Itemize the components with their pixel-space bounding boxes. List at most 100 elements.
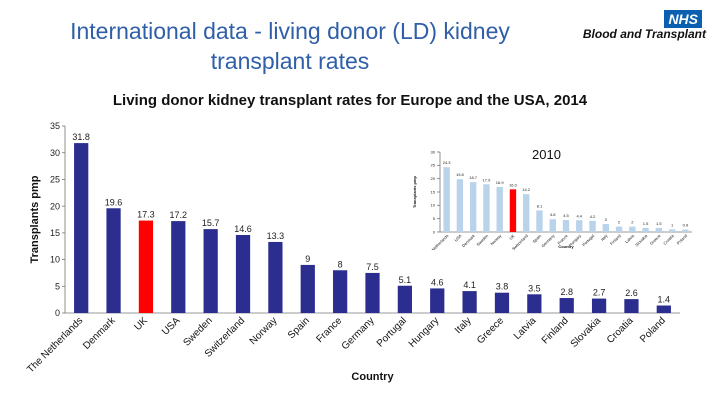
x-tick-label: UK xyxy=(508,233,516,241)
x-tick-label: Italy xyxy=(600,233,609,242)
bar xyxy=(589,220,596,232)
data-label: 4.5 xyxy=(563,213,569,218)
bar xyxy=(483,184,490,232)
y-tick-label: 30 xyxy=(431,149,436,154)
bar xyxy=(615,226,623,232)
bar xyxy=(668,229,676,232)
data-label: 19.8 xyxy=(456,172,465,177)
y-axis-label: Transplants pmp xyxy=(29,175,41,263)
bar xyxy=(171,221,186,313)
data-label: 1.5 xyxy=(643,221,649,226)
data-label: 17.3 xyxy=(137,210,155,220)
x-tick-label: Germany xyxy=(540,233,555,248)
x-tick-label: Norway xyxy=(248,315,280,347)
x-tick-label: Greece xyxy=(475,315,506,346)
bar xyxy=(397,285,412,313)
bar xyxy=(462,291,477,313)
bar xyxy=(268,241,283,313)
x-tick-label: Italy xyxy=(453,315,474,336)
data-label: 2.7 xyxy=(593,288,606,298)
data-label: 19.6 xyxy=(105,197,123,207)
bar xyxy=(559,298,574,313)
bar xyxy=(682,229,689,232)
x-tick-label: Latvia xyxy=(512,315,539,342)
data-label: 1.4 xyxy=(658,295,671,305)
x-tick-label: Spain xyxy=(531,233,542,244)
bar xyxy=(536,210,543,232)
y-tick-label: 25 xyxy=(50,175,60,185)
x-tick-label: France xyxy=(314,315,344,345)
nhs-logo: NHS xyxy=(664,10,702,28)
data-label: 16.0 xyxy=(509,182,518,187)
data-label: 8.1 xyxy=(537,203,543,208)
bar xyxy=(469,182,477,232)
bar xyxy=(655,228,663,232)
bar xyxy=(333,270,348,313)
y-tick-label: 5 xyxy=(433,216,436,221)
bar xyxy=(300,264,315,313)
y-axis-label: Transplants pmp xyxy=(412,175,417,208)
y-tick-label: 5 xyxy=(55,281,60,291)
bar xyxy=(235,234,251,313)
data-label: 5.1 xyxy=(399,275,412,285)
x-axis-label: Country xyxy=(558,244,574,249)
y-tick-label: 15 xyxy=(50,228,60,238)
bar xyxy=(494,292,510,313)
x-tick-label: Croatia xyxy=(662,233,675,246)
x-tick-label: Slovakia xyxy=(634,233,649,248)
x-tick-label: Portugal xyxy=(375,315,409,349)
x-tick-label: Poland xyxy=(638,315,668,345)
bar xyxy=(527,294,542,313)
x-tick-label: Croatia xyxy=(605,315,636,346)
data-label: 1 xyxy=(671,222,674,227)
x-tick-label: Finland xyxy=(609,233,622,246)
x-tick-label: Greece xyxy=(649,233,662,246)
chart-title: Living donor kidney transplant rates for… xyxy=(112,92,588,109)
bar xyxy=(138,220,154,313)
y-tick-label: 20 xyxy=(431,176,436,181)
bar xyxy=(549,219,556,232)
data-label: 3.5 xyxy=(528,283,541,293)
y-tick-label: 0 xyxy=(433,229,436,234)
x-tick-label: USA xyxy=(453,233,463,243)
data-label: 2.8 xyxy=(560,287,573,297)
bar xyxy=(74,143,89,313)
data-label: 4.8 xyxy=(550,212,556,217)
data-label: 4.4 xyxy=(576,213,582,218)
brand-text: Blood and Transplant xyxy=(582,27,706,41)
data-label: 13.3 xyxy=(267,231,285,241)
x-tick-label: Portugal xyxy=(581,233,595,247)
slide-title: International data - living donor (LD) k… xyxy=(70,18,510,74)
bar xyxy=(430,288,445,313)
data-label: 8 xyxy=(338,259,343,269)
x-tick-label: The Netherlands xyxy=(25,315,85,375)
y-tick-label: 30 xyxy=(50,148,60,158)
y-tick-label: 10 xyxy=(50,255,60,265)
bar xyxy=(523,194,530,232)
bar xyxy=(496,186,503,232)
data-label: 17.9 xyxy=(483,177,492,182)
x-tick-label: Germany xyxy=(340,315,377,352)
x-tick-label: Hungary xyxy=(407,315,442,350)
y-tick-label: 15 xyxy=(431,189,436,194)
data-label: 2 xyxy=(618,220,621,225)
bar xyxy=(562,220,570,232)
x-tick-label: Slovakia xyxy=(569,315,604,350)
bar xyxy=(365,272,380,313)
y-tick-label: 10 xyxy=(431,203,436,208)
data-label: 17.2 xyxy=(170,210,188,220)
y-tick-label: 35 xyxy=(50,121,60,131)
bar xyxy=(456,179,464,232)
data-label: 1.5 xyxy=(656,221,662,226)
bar xyxy=(624,299,639,313)
data-label: 24.3 xyxy=(443,160,452,165)
data-label: 2.6 xyxy=(625,288,638,298)
data-label: 0.9 xyxy=(683,223,689,228)
x-tick-label: USA xyxy=(160,315,183,338)
x-tick-label: Finland xyxy=(540,315,571,346)
x-tick-label: The Netherlands xyxy=(425,233,449,250)
data-label: 9 xyxy=(305,254,310,264)
inset-chart-title: 2010 xyxy=(532,147,561,162)
